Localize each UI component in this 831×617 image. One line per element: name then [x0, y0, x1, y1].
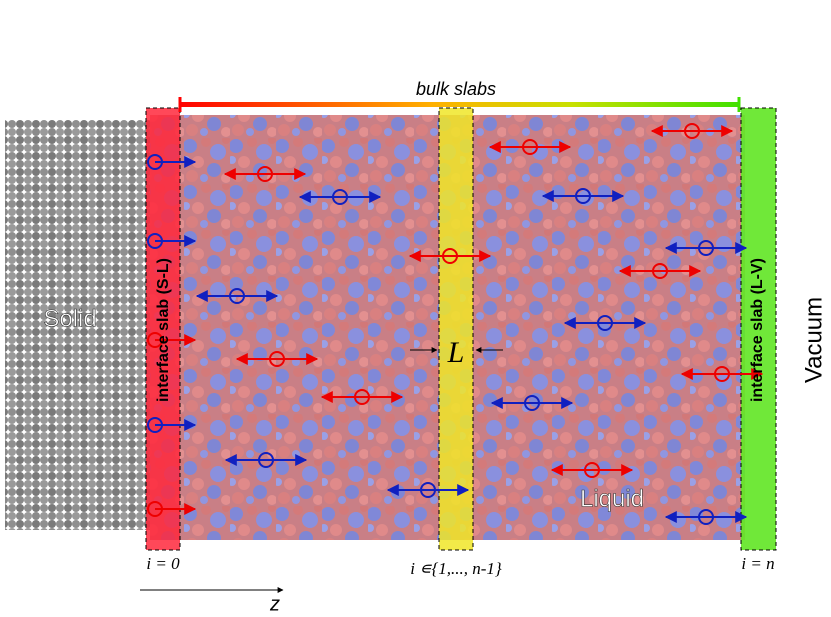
particle: [597, 315, 613, 331]
particle: [147, 417, 163, 433]
length-label: L: [447, 336, 465, 369]
particle: [684, 123, 700, 139]
particle: [714, 366, 730, 382]
slab-lv-label: interface slab (L-V): [749, 258, 766, 402]
particle: [698, 240, 714, 256]
velocity-arrows: [147, 123, 764, 525]
particle: [147, 233, 163, 249]
particle: [147, 332, 163, 348]
slab-bulk: [439, 108, 473, 550]
liquid-label: Liquid: [580, 485, 644, 512]
bulk-label: bulk slabs: [416, 79, 496, 99]
axis-label: z: [269, 593, 280, 615]
index-label: i ∊{1,..., n-1}: [410, 559, 502, 578]
particle: [524, 395, 540, 411]
particle: [522, 139, 538, 155]
particle: [257, 166, 273, 182]
particle: [354, 389, 370, 405]
particle: [442, 248, 458, 264]
particle: [698, 509, 714, 525]
solid-label: Solid: [43, 305, 96, 332]
vacuum-label: Vacuum: [800, 297, 827, 383]
index-label: i = n: [741, 554, 774, 573]
particle: [269, 351, 285, 367]
particle: [584, 462, 600, 478]
particle: [652, 263, 668, 279]
index-label: i = 0: [146, 554, 180, 573]
slab-sl: [146, 108, 180, 550]
particle: [229, 288, 245, 304]
slab-sl-label: interface slab (S-L): [155, 258, 172, 402]
slab-lv: [741, 108, 776, 550]
slab-outlines: [145, 107, 777, 551]
particle: [147, 154, 163, 170]
particle: [575, 188, 591, 204]
particle: [332, 189, 348, 205]
solid-region: [5, 120, 150, 530]
particle: [147, 501, 163, 517]
particle: [420, 482, 436, 498]
bulk-bar: [179, 102, 740, 107]
particle: [258, 452, 274, 468]
